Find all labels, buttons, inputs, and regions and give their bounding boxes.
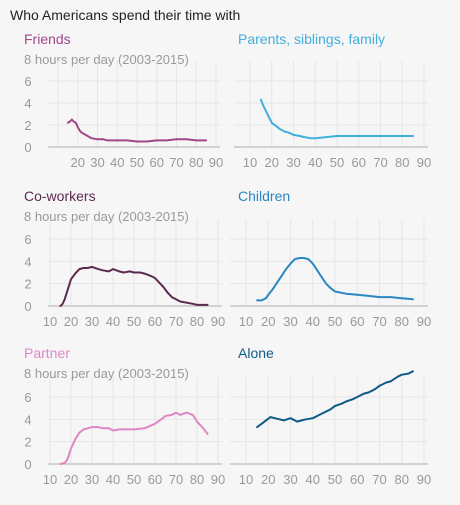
- panel-co-workers: Co-workers 8 hours per day (2003-2015) 0 2 4…: [24, 188, 225, 329]
- y-axis-label: 8 hours per day (2003-2015): [24, 209, 189, 224]
- panel-parents-siblings-family: Parents, siblings, family 10 20 30 40 50 60 70 8…: [234, 31, 431, 170]
- series-line: [59, 265, 209, 307]
- x-tick-label: 40: [308, 155, 322, 170]
- panel-label: Friends: [24, 31, 71, 47]
- x-tick-label: 90: [209, 155, 223, 170]
- panel-label: Co-workers: [24, 188, 96, 204]
- x-tick-label: 10: [43, 314, 57, 329]
- x-tick-label: 50: [328, 472, 342, 487]
- x-tick-label: 10: [239, 314, 253, 329]
- x-tick-label: 30: [286, 155, 300, 170]
- x-tick-label: 40: [110, 155, 124, 170]
- series-line: [256, 257, 414, 302]
- x-tick-label: 20: [261, 314, 275, 329]
- series-line: [66, 118, 208, 143]
- x-tick-label: 90: [211, 472, 225, 487]
- x-tick-label: 90: [417, 472, 431, 487]
- x-tick-label: 20: [64, 314, 78, 329]
- x-tick-label: 80: [190, 314, 204, 329]
- x-tick-label: 50: [328, 314, 342, 329]
- panel-partner: Partner 8 hours per day (2003-2015) 0 2 4 6 10…: [24, 345, 225, 487]
- x-tick-label: 80: [395, 155, 409, 170]
- panel-label: Alone: [238, 345, 274, 361]
- y-tick-label: 4: [24, 96, 31, 111]
- x-tick-label: 30: [283, 472, 297, 487]
- x-tick-label: 50: [330, 155, 344, 170]
- x-tick-label: 80: [395, 314, 409, 329]
- x-tick-label: 30: [283, 314, 297, 329]
- x-tick-label: 80: [395, 472, 409, 487]
- y-tick-label: 0: [24, 299, 31, 314]
- x-tick-label: 30: [85, 314, 99, 329]
- y-tick-label: 2: [24, 435, 31, 450]
- x-tick-label: 70: [169, 155, 183, 170]
- panel-label: Parents, siblings, family: [238, 31, 385, 47]
- series-line: [259, 98, 415, 140]
- x-tick-label: 20: [265, 155, 279, 170]
- x-tick-label: 50: [127, 472, 141, 487]
- x-tick-label: 20: [64, 472, 78, 487]
- y-tick-label: 0: [24, 457, 31, 472]
- x-tick-label: 60: [150, 155, 164, 170]
- chart-title: Who Americans spend their time with: [10, 7, 240, 23]
- y-tick-label: 4: [24, 412, 31, 427]
- y-tick-label: 6: [24, 390, 31, 405]
- x-tick-label: 60: [350, 472, 364, 487]
- x-tick-label: 80: [189, 155, 203, 170]
- panel-label: Partner: [24, 345, 70, 361]
- x-tick-label: 70: [372, 472, 386, 487]
- x-tick-label: 70: [372, 314, 386, 329]
- x-tick-label: 70: [373, 155, 387, 170]
- y-tick-label: 6: [24, 74, 31, 89]
- x-tick-label: 50: [127, 314, 141, 329]
- x-tick-label: 20: [261, 472, 275, 487]
- x-tick-label: 20: [71, 155, 85, 170]
- y-tick-label: 0: [24, 140, 31, 155]
- x-tick-label: 40: [306, 314, 320, 329]
- x-tick-label: 10: [239, 472, 253, 487]
- x-tick-label: 60: [350, 314, 364, 329]
- x-tick-label: 90: [417, 314, 431, 329]
- panel-children: Children 10 20 30 40 50 60 70 80 90: [230, 188, 431, 329]
- x-tick-label: 40: [106, 314, 120, 329]
- x-tick-label: 10: [43, 472, 57, 487]
- y-tick-label: 2: [24, 118, 31, 133]
- panel-alone: Alone 10 20 30 40 50 60 70 80 90: [230, 345, 431, 487]
- x-tick-label: 70: [169, 314, 183, 329]
- x-tick-label: 60: [148, 472, 162, 487]
- x-tick-label: 60: [352, 155, 366, 170]
- x-tick-label: 40: [106, 472, 120, 487]
- series-line: [59, 411, 209, 465]
- y-axis-label: 8 hours per day (2003-2015): [24, 52, 189, 67]
- panel-label: Children: [238, 188, 290, 204]
- x-tick-label: 30: [90, 155, 104, 170]
- x-tick-label: 10: [243, 155, 257, 170]
- series-line: [256, 370, 414, 429]
- x-tick-label: 60: [148, 314, 162, 329]
- y-tick-label: 2: [24, 277, 31, 292]
- panel-friends: Friends 8 hours per day (2003-2015) 0 2 4 6 20…: [24, 31, 223, 170]
- x-tick-label: 70: [169, 472, 183, 487]
- x-tick-label: 80: [190, 472, 204, 487]
- x-tick-label: 90: [417, 155, 431, 170]
- x-tick-label: 30: [85, 472, 99, 487]
- y-tick-label: 6: [24, 232, 31, 247]
- y-tick-label: 4: [24, 254, 31, 269]
- x-tick-label: 40: [306, 472, 320, 487]
- x-tick-label: 50: [130, 155, 144, 170]
- y-axis-label: 8 hours per day (2003-2015): [24, 366, 189, 381]
- x-tick-label: 90: [211, 314, 225, 329]
